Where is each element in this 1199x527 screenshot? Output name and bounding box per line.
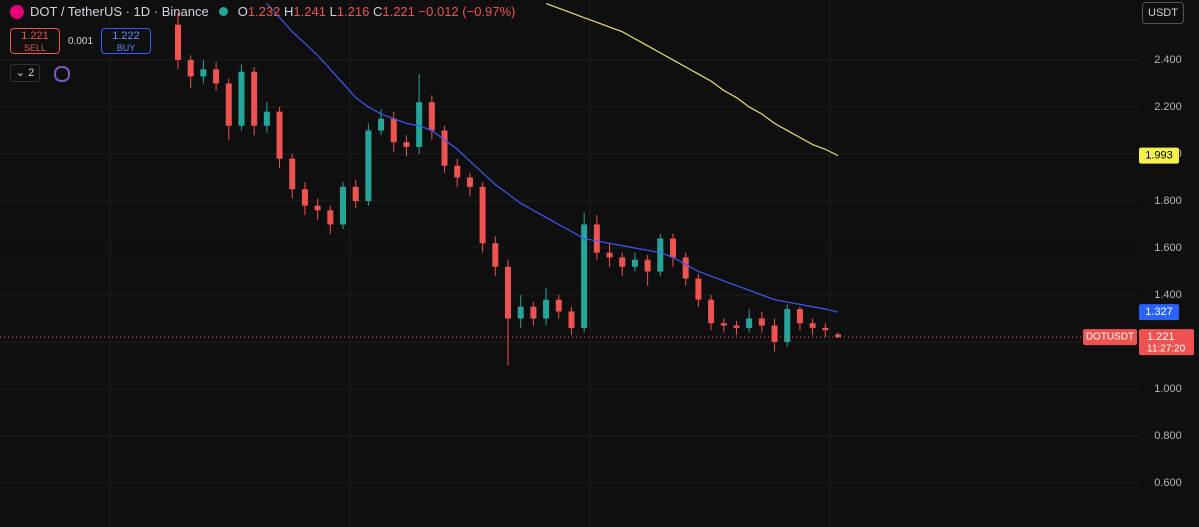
candle-body (441, 130, 448, 166)
sell-price: 1.221 (21, 30, 49, 42)
candle-body (720, 323, 727, 326)
candle-body (593, 224, 600, 253)
low-value: 1.216 (336, 4, 370, 19)
candle-body (340, 186, 346, 225)
candle-body (657, 238, 664, 272)
y-tick-label: 1.000 (1154, 383, 1182, 395)
candle-body (175, 24, 181, 60)
candle-body (543, 299, 550, 319)
candle-body (454, 165, 461, 178)
candle-body (378, 118, 385, 131)
ma-price-label: 1.327 (1145, 306, 1173, 318)
candle-body (505, 266, 511, 319)
high-value: 1.241 (293, 4, 326, 19)
candle-body (428, 102, 435, 131)
buy-button[interactable]: 1.222 BUY (101, 28, 151, 54)
candle-body (644, 259, 651, 272)
candle-body (238, 71, 245, 126)
candle-body (682, 257, 689, 279)
symbol-label: DOTUSDT (1086, 332, 1134, 343)
sell-button[interactable]: 1.221 SELL (10, 28, 60, 54)
candle-body (631, 259, 638, 267)
moving-average (266, 3, 839, 313)
close-value: 1.221 (382, 4, 415, 19)
moving-average (545, 2, 839, 157)
price-label: 1.221 (1147, 331, 1175, 343)
candle-body (314, 205, 321, 211)
candle-body (225, 83, 232, 126)
change: −0.012 (−0.97%) (418, 4, 516, 19)
ohlc-label: O (237, 4, 248, 19)
candle-body (619, 257, 626, 267)
candle-body (301, 189, 308, 206)
indicator-icon (54, 66, 70, 82)
open-value: 1.232 (247, 4, 281, 19)
candle-body (327, 210, 334, 225)
candle-body (796, 309, 803, 324)
candle-body (581, 224, 588, 328)
candle-body (352, 186, 359, 201)
candle-body (416, 102, 423, 147)
candle-body (822, 327, 829, 331)
candle-body (670, 238, 676, 258)
candle-body (466, 177, 473, 187)
countdown-label: 11:27:20 (1147, 344, 1186, 355)
y-tick-label: 2.200 (1154, 101, 1182, 113)
candle-body (835, 334, 841, 338)
y-tick-label: 1.600 (1154, 242, 1182, 254)
ma-price-label: 1.993 (1145, 150, 1173, 162)
candle-body (213, 69, 220, 84)
ohlc-label: H (284, 4, 294, 19)
buy-label: BUY (116, 43, 136, 53)
candle-body (492, 243, 499, 267)
spread: 0.001 (68, 36, 94, 47)
candle-body (809, 323, 816, 328)
candle-body (517, 306, 524, 319)
sell-label: SELL (23, 43, 47, 53)
status-dot (218, 7, 228, 16)
candle-body (758, 318, 765, 326)
candle-body (568, 311, 575, 328)
ohlc: O1.232 H1.241 L1.216 C1.221 −0.012 (−0.9… (238, 4, 516, 19)
candle-body (733, 325, 740, 328)
candle-body (530, 306, 537, 319)
ma-price-tag (1139, 147, 1179, 164)
candle-body (251, 71, 258, 126)
candle-body (403, 142, 410, 147)
y-tick-label: 0.600 (1154, 477, 1182, 489)
candle-body (289, 158, 296, 190)
ohlc-label: L (329, 4, 337, 19)
candle-body (695, 278, 702, 300)
candle-body (200, 69, 207, 77)
indicator-count: 2 (28, 67, 35, 79)
candle-body (606, 252, 613, 258)
candle-body (479, 186, 486, 244)
candle-body (276, 111, 283, 159)
candle-body (771, 325, 778, 343)
candle-body (746, 318, 753, 328)
y-tick-label: 0.800 (1154, 430, 1182, 442)
y-tick-label: 1.400 (1154, 289, 1182, 301)
candle-body (555, 299, 562, 312)
symbol[interactable]: DOT / TetherUS · 1D · Binance (30, 4, 209, 19)
y-tick-label: 2.400 (1154, 54, 1182, 66)
price-tag (1139, 329, 1194, 356)
indicator-toggle[interactable]: ⌄ 2 (10, 64, 40, 82)
candle-body (708, 299, 715, 324)
candle-body (784, 309, 791, 343)
header: DOT / TetherUS · 1D · Binance O1.232 H1.… (10, 4, 515, 19)
buy-price: 1.222 (112, 30, 140, 42)
ohlc-label: C (372, 4, 383, 19)
symbol-tag (1083, 329, 1137, 346)
currency-button[interactable]: USDT (1142, 2, 1184, 24)
ma-price-tag (1139, 304, 1179, 321)
candle-body (263, 111, 270, 126)
y-tick-label: 1.800 (1154, 195, 1182, 207)
symbol-icon (10, 4, 24, 19)
candle-body (187, 59, 194, 77)
candle-body (390, 118, 397, 143)
candle-body (365, 130, 372, 201)
